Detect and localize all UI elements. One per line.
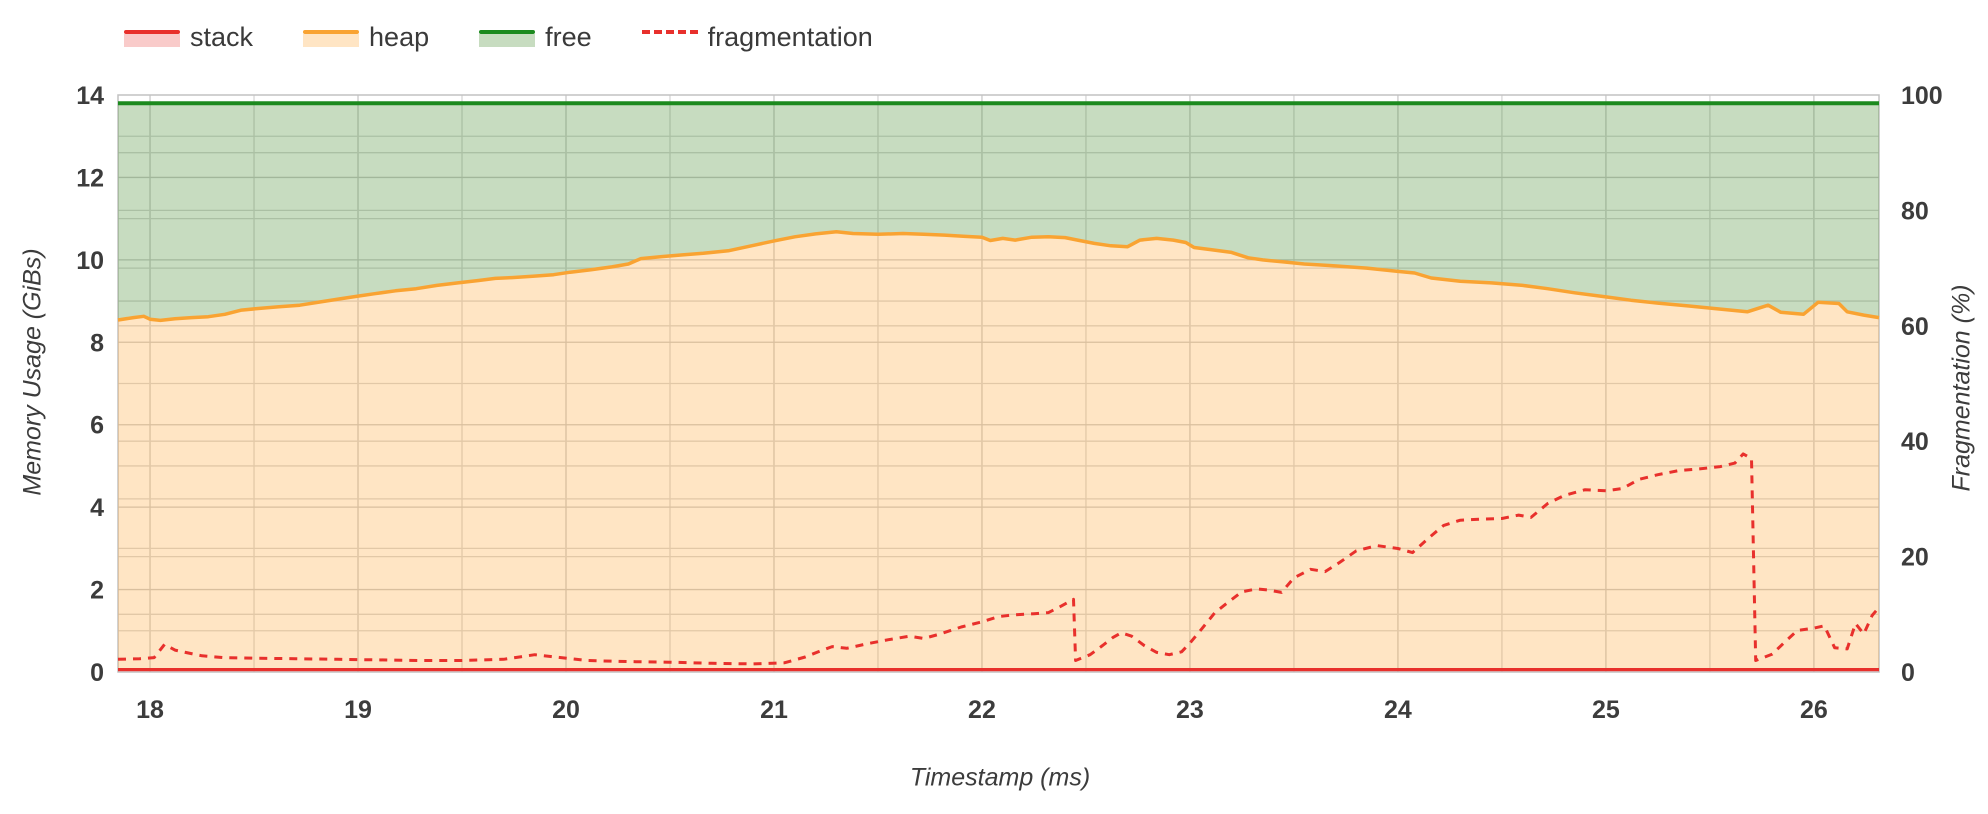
x-tick-label: 23 <box>1176 696 1204 724</box>
legend-item-free[interactable]: free <box>479 20 592 54</box>
heap-area <box>118 231 1879 670</box>
x-axis-title: Timestamp (ms) <box>909 763 1091 792</box>
y-right-tick-label: 80 <box>1901 197 1929 225</box>
fragmentation-line <box>117 452 1881 666</box>
y-left-tick-label: 4 <box>90 494 104 522</box>
legend-label-fragmentation: fragmentation <box>707 22 873 52</box>
y-left-tick-label: 14 <box>76 82 104 110</box>
free-swatch-icon <box>479 30 536 47</box>
legend-label-heap: heap <box>369 22 430 52</box>
legend-label-free: free <box>545 22 592 52</box>
stack-swatch-icon <box>124 30 180 47</box>
legend-item-stack[interactable]: stack <box>124 20 253 54</box>
legend-item-heap[interactable]: heap <box>303 20 429 54</box>
x-tick-label: 18 <box>136 696 164 724</box>
y-left-tick-label: 0 <box>90 659 104 687</box>
x-tick-label: 19 <box>344 696 372 724</box>
free-area <box>118 103 1879 321</box>
x-tick-label: 21 <box>760 696 788 724</box>
legend: stack heap free fragmentation <box>124 20 873 54</box>
y-left-tick-label: 8 <box>90 329 104 357</box>
y-right-tick-label: 100 <box>1901 82 1943 110</box>
x-tick-label: 22 <box>968 696 996 724</box>
plot-border <box>117 94 1880 673</box>
y-right-axis-title: Fragmentation (%) <box>1947 284 1976 492</box>
x-tick-label: 25 <box>1592 696 1620 724</box>
x-tick-label: 26 <box>1800 696 1828 724</box>
legend-item-fragmentation[interactable]: fragmentation <box>641 20 873 54</box>
y-right-tick-label: 20 <box>1901 544 1929 572</box>
fragmentation-swatch-icon <box>641 30 698 51</box>
y-right-tick-label: 0 <box>1901 659 1915 687</box>
y-right-tick-label: 60 <box>1901 313 1929 341</box>
y-left-tick-label: 10 <box>76 247 104 275</box>
y-left-tick-label: 6 <box>90 412 104 440</box>
y-left-axis-title: Memory Usage (GiBs) <box>18 248 47 496</box>
y-left-tick-label: 12 <box>76 164 104 192</box>
y-left-tick-label: 2 <box>90 577 104 605</box>
x-tick-label: 24 <box>1384 696 1412 724</box>
x-tick-label: 20 <box>552 696 580 724</box>
heap-line <box>117 230 1880 323</box>
legend-label-stack: stack <box>190 22 254 52</box>
heap-swatch-icon <box>303 30 360 47</box>
y-right-tick-label: 40 <box>1901 428 1929 456</box>
